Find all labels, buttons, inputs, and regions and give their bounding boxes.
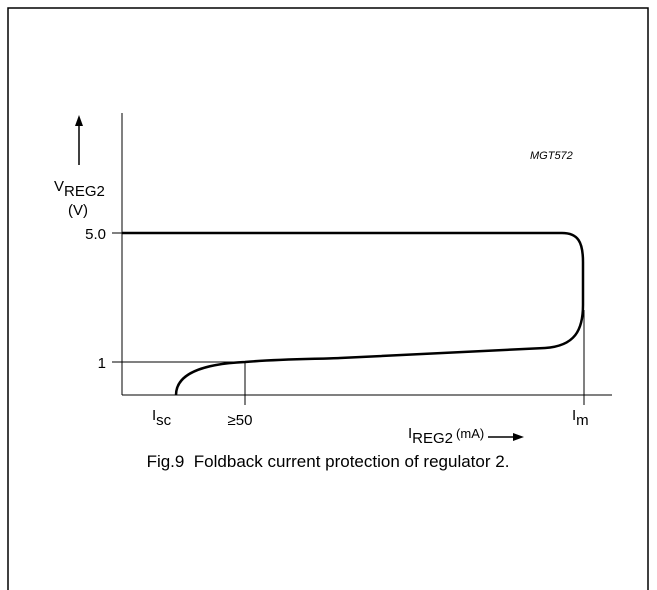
x-axis-label: IREG2 (mA) bbox=[408, 425, 484, 447]
figure-id: MGT572 bbox=[530, 150, 573, 162]
x-tick-label: Isc bbox=[152, 407, 172, 429]
y-tick-label: 5.0 bbox=[85, 226, 106, 243]
y-tick-label: 1 bbox=[98, 355, 106, 372]
x-tick-label: ≥50 bbox=[228, 412, 253, 429]
foldback-curve bbox=[122, 231, 585, 396]
x-tick-label: Im bbox=[572, 407, 589, 429]
frame bbox=[7, 7, 649, 590]
caption: Fig.9 Foldback current protection of reg… bbox=[147, 452, 510, 471]
y-axis-unit: (V) bbox=[68, 202, 88, 219]
y-axis-label: VREG2 bbox=[54, 178, 105, 200]
arrow-head bbox=[75, 115, 83, 126]
arrow-head bbox=[513, 433, 524, 441]
